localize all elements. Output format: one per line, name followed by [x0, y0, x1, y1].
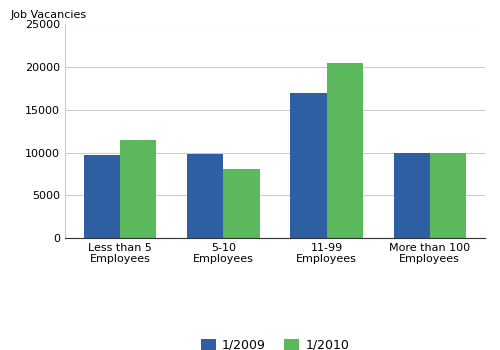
Bar [188, 154, 224, 238]
Bar [84, 155, 120, 238]
Text: Job Vacancies: Job Vacancies [10, 10, 86, 20]
Bar [430, 153, 466, 238]
Bar [120, 140, 156, 238]
Bar [224, 169, 260, 238]
Bar [394, 153, 430, 238]
Bar [326, 63, 362, 238]
Bar [290, 93, 326, 238]
Legend: 1/2009, 1/2010: 1/2009, 1/2010 [196, 334, 354, 350]
